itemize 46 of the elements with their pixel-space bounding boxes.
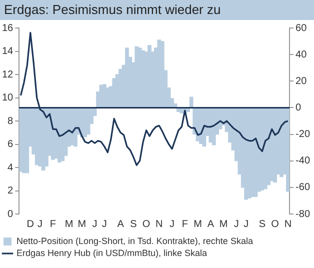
bar xyxy=(83,108,88,138)
y2-tick-label: 60 xyxy=(296,22,308,34)
legend-label: Netto-Position (Long-Short, in Tsd. Kontrakte), rechte Skala xyxy=(16,236,253,246)
bar xyxy=(286,108,290,192)
legend-label: Erdgas Henry Hub (in USD/mmBtu), linke Skala xyxy=(16,248,208,258)
x-tick-label: M xyxy=(64,218,74,230)
x-tick-label: F xyxy=(182,218,188,230)
y2-tick-label: -60 xyxy=(296,182,310,194)
x-tick-label: M xyxy=(194,218,202,230)
y2-tick-label: 0 xyxy=(296,102,302,114)
y-tick-label: 6 xyxy=(8,139,14,150)
x-tick-label: S xyxy=(130,218,138,230)
x-tick-label: J xyxy=(38,218,43,230)
x-tick-label: N xyxy=(156,218,163,230)
y2-tick-label: 40 xyxy=(296,49,308,60)
bar xyxy=(25,108,30,174)
x-tick-label: N xyxy=(284,218,292,230)
y-tick-label: 10 xyxy=(2,92,14,104)
y2-tick-label: -20 xyxy=(296,129,310,140)
y-tick-label: 8 xyxy=(8,116,14,127)
y-tick-label: 16 xyxy=(2,22,14,34)
x-tick-label: J xyxy=(234,218,239,230)
y2-tick-label: -40 xyxy=(296,156,310,167)
x-tick-label: J xyxy=(92,218,98,230)
x-tick-label: M xyxy=(219,218,228,230)
y2-tick-label: -80 xyxy=(296,208,310,220)
x-tick-label: O xyxy=(142,218,150,230)
bar xyxy=(125,48,129,108)
x-tick-label: O xyxy=(271,218,280,230)
y-tick-label: 12 xyxy=(2,69,14,80)
x-tick-label: M xyxy=(78,218,86,230)
y2-tick-label: 20 xyxy=(296,76,308,87)
x-tick-label: A xyxy=(117,218,124,230)
x-tick-label: D xyxy=(26,218,34,230)
bar xyxy=(157,40,162,108)
y-tick-label: 14 xyxy=(2,46,14,57)
x-tick-label: J xyxy=(244,218,249,230)
x-tick-label: J xyxy=(102,218,107,230)
x-tick-label: S xyxy=(258,218,266,230)
chart-title: Erdgas: Pesimismus nimmt wieder zu xyxy=(0,0,314,20)
y-tick-label: 4 xyxy=(8,162,14,174)
x-tick-label: A xyxy=(207,218,214,230)
x-tick-label: F xyxy=(50,218,56,230)
x-tick-label: J xyxy=(170,218,175,230)
y-tick-label: 2 xyxy=(8,186,14,196)
y-tick-label: 0 xyxy=(8,208,14,220)
